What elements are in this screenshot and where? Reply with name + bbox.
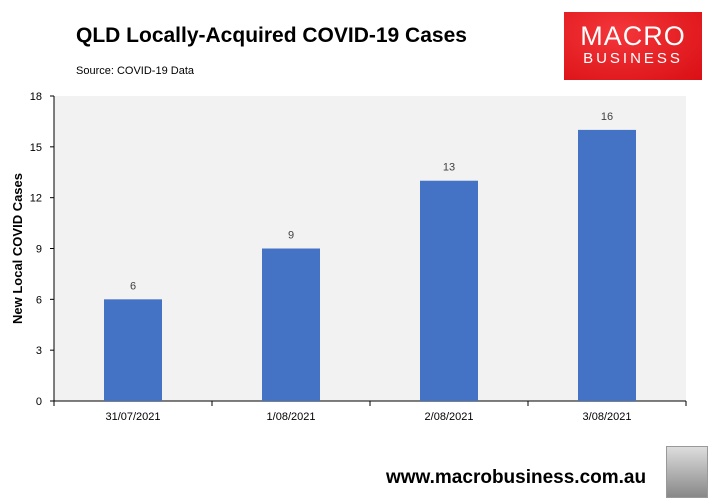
logo-line2: BUSINESS [583,50,683,67]
x-tick-label: 2/08/2021 [425,411,474,423]
x-tick-label: 1/08/2021 [267,411,316,423]
y-tick-label: 15 [30,142,42,154]
bar [262,248,320,401]
data-label: 9 [288,230,294,242]
footer-url: www.macrobusiness.com.au [386,467,647,488]
x-tick-label: 31/07/2021 [105,411,160,423]
x-tick-label: 3/08/2021 [583,411,632,423]
chart-title: QLD Locally-Acquired COVID-19 Cases [76,24,467,47]
y-tick-label: 18 [30,91,42,103]
data-label: 13 [443,162,455,174]
y-tick-label: 3 [36,345,42,357]
y-tick-label: 0 [36,396,42,408]
data-label: 16 [601,111,613,123]
bar [420,180,478,401]
bar [578,129,636,401]
y-tick-label: 9 [36,244,42,256]
macrobusiness-logo: MACRO BUSINESS [564,12,702,80]
wolf-logo-icon [666,446,708,498]
bar [104,299,162,401]
y-tick-label: 6 [36,294,42,306]
logo-line1: MACRO [580,21,686,51]
y-axis-label: New Local COVID Cases [10,173,25,324]
y-tick-label: 12 [30,193,42,205]
data-label: 6 [130,280,136,292]
chart-source: Source: COVID-19 Data [76,65,194,77]
